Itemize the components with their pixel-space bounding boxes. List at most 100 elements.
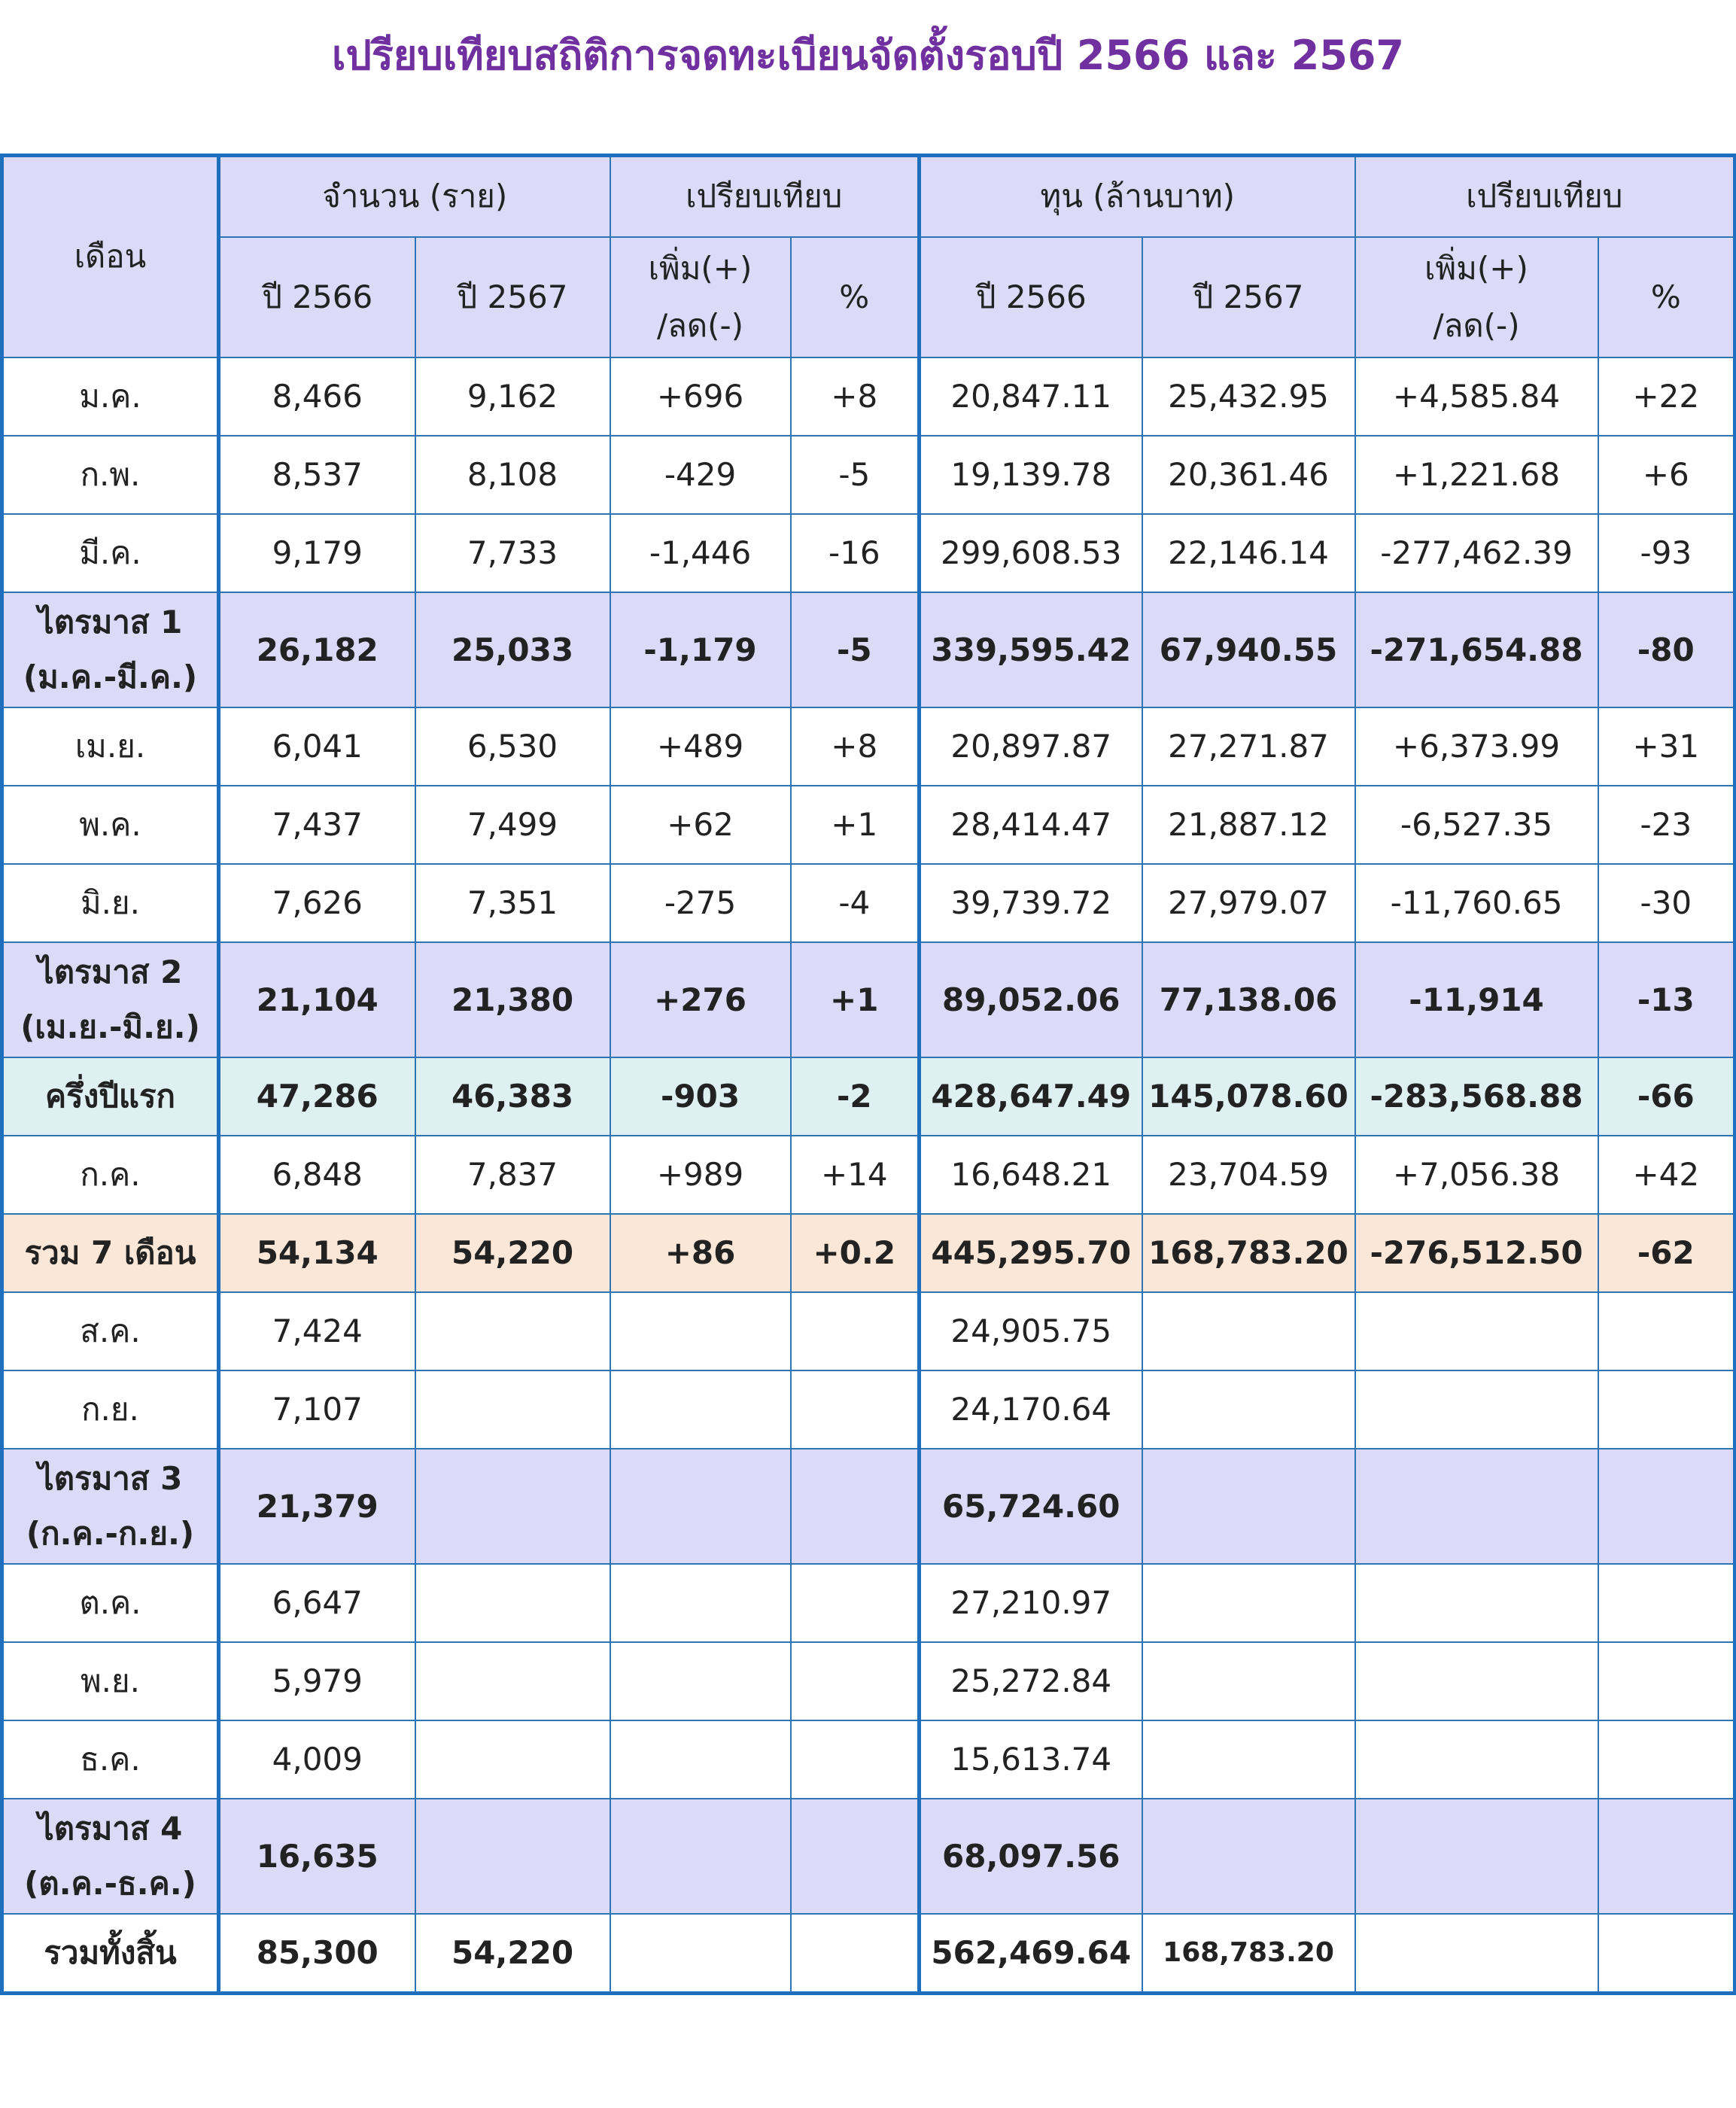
count-2566-cell: 6,041 — [217, 706, 416, 786]
capital-diff-cell: -6,527.35 — [1354, 784, 1599, 865]
capital-2567-cell — [1141, 1641, 1356, 1721]
header-count-compare: เปรียบเทียบ — [609, 154, 922, 238]
capital-2566-cell: 68,097.56 — [918, 1797, 1143, 1915]
count-diff-cell — [609, 1291, 792, 1371]
month-label-line: (เม.ย.-มิ.ย.) — [20, 1008, 200, 1045]
count-diff-cell: -1,179 — [609, 591, 792, 708]
count-pct-cell: +8 — [789, 356, 922, 437]
capital-2567-cell: 21,887.12 — [1141, 784, 1356, 865]
table-row: ธ.ค. 4,009 15,613.74 — [1, 1719, 1736, 1799]
capital-2567-cell: 25,432.95 — [1141, 356, 1356, 437]
capital-2566-cell: 445,295.70 — [918, 1212, 1143, 1293]
capital-diff-cell: -11,914 — [1354, 941, 1599, 1058]
month-label-line: ครึ่งปีแรก — [45, 1077, 175, 1115]
count-diff-cell: +989 — [609, 1134, 792, 1215]
count-pct-cell — [789, 1369, 922, 1449]
month-label-cell: มิ.ย. — [1, 862, 220, 943]
month-label-line: ม.ค. — [79, 377, 141, 415]
capital-diff-cell — [1354, 1291, 1599, 1371]
capital-pct-cell — [1597, 1797, 1736, 1915]
count-2567-cell: 9,162 — [414, 356, 611, 437]
capital-2566-cell: 299,608.53 — [918, 513, 1143, 593]
month-label-line: (ต.ค.-ธ.ค.) — [24, 1865, 196, 1902]
count-pct-cell: +8 — [789, 706, 922, 786]
month-label-cell: ไตรมาส 3 (ก.ค.-ก.ย.) — [1, 1447, 220, 1565]
count-2566-cell: 16,635 — [217, 1797, 416, 1915]
month-label-line: ก.พ. — [80, 455, 141, 493]
header-count-2567: ปี 2567 — [414, 236, 611, 358]
count-pct-cell — [789, 1719, 922, 1799]
capital-pct-cell — [1597, 1562, 1736, 1643]
count-2567-cell: 46,383 — [414, 1056, 611, 1136]
month-label-line: ไตรมาส 4 — [38, 1809, 183, 1847]
capital-diff-cell: -271,654.88 — [1354, 591, 1599, 708]
table-row: ไตรมาส 1 (ม.ค.-มี.ค.) 26,182 25,033 -1,179 -5… — [1, 591, 1736, 708]
table-row: ม.ค. 8,466 9,162 +696 +8 20,847.11 25,432.95 +4… — [1, 356, 1736, 437]
count-diff-cell — [609, 1912, 792, 1994]
count-2566-cell: 21,104 — [217, 941, 416, 1058]
count-diff-cell — [609, 1797, 792, 1915]
count-2567-cell — [414, 1641, 611, 1721]
count-2567-cell — [414, 1797, 611, 1915]
count-diff-cell: -429 — [609, 434, 792, 515]
capital-pct-cell — [1597, 1912, 1736, 1994]
capital-pct-cell: +31 — [1597, 706, 1736, 786]
capital-2567-cell: 168,783.20 — [1141, 1912, 1356, 1994]
header-inc-label: เพิ่ม(+) — [648, 249, 752, 287]
count-pct-cell: +14 — [789, 1134, 922, 1215]
capital-2566-cell: 89,052.06 — [918, 941, 1143, 1058]
capital-2567-cell: 77,138.06 — [1141, 941, 1356, 1058]
capital-pct-cell: -13 — [1597, 941, 1736, 1058]
registration-stats-table: เดือน จำนวน (ราย) เปรียบเทียบ ทุน (ล้านบ… — [0, 154, 1736, 1995]
header-count-group: จำนวน (ราย) — [217, 154, 611, 238]
capital-pct-cell — [1597, 1719, 1736, 1799]
count-diff-cell: +86 — [609, 1212, 792, 1293]
header-month: เดือน — [1, 154, 220, 358]
count-diff-cell — [609, 1447, 792, 1565]
month-label-line: รวมทั้งสิ้น — [44, 1933, 177, 1971]
month-label-cell: ส.ค. — [1, 1291, 220, 1371]
table-row: เม.ย. 6,041 6,530 +489 +8 20,897.87 27,271.87 +… — [1, 706, 1736, 786]
table-row: ก.ย. 7,107 24,170.64 — [1, 1369, 1736, 1449]
count-diff-cell: -903 — [609, 1056, 792, 1136]
count-2566-cell: 6,647 — [217, 1562, 416, 1643]
count-2566-cell: 85,300 — [217, 1912, 416, 1994]
count-diff-cell — [609, 1369, 792, 1449]
count-2567-cell: 7,499 — [414, 784, 611, 865]
capital-2566-cell: 20,897.87 — [918, 706, 1143, 786]
capital-2567-cell: 22,146.14 — [1141, 513, 1356, 593]
count-2566-cell: 8,537 — [217, 434, 416, 515]
month-label-cell: พ.ค. — [1, 784, 220, 865]
capital-2567-cell: 67,940.55 — [1141, 591, 1356, 708]
count-2567-cell — [414, 1447, 611, 1565]
capital-2567-cell — [1141, 1447, 1356, 1565]
count-diff-cell: +276 — [609, 941, 792, 1058]
count-2566-cell: 6,848 — [217, 1134, 416, 1215]
capital-pct-cell: -80 — [1597, 591, 1736, 708]
count-2567-cell: 25,033 — [414, 591, 611, 708]
month-label-line: ไตรมาส 3 — [38, 1459, 183, 1497]
table-row: ครึ่งปีแรก 47,286 46,383 -903 -2 428,647.49 14… — [1, 1056, 1736, 1136]
capital-diff-cell — [1354, 1912, 1599, 1994]
capital-diff-cell — [1354, 1641, 1599, 1721]
month-label-cell: ธ.ค. — [1, 1719, 220, 1799]
month-label-cell: พ.ย. — [1, 1641, 220, 1721]
capital-diff-cell: -11,760.65 — [1354, 862, 1599, 943]
count-2567-cell: 54,220 — [414, 1212, 611, 1293]
capital-pct-cell: +42 — [1597, 1134, 1736, 1215]
capital-2567-cell — [1141, 1562, 1356, 1643]
count-diff-cell: -1,446 — [609, 513, 792, 593]
month-label-line: ธ.ค. — [80, 1740, 141, 1778]
count-pct-cell: -4 — [789, 862, 922, 943]
header-dec-label: /ลด(-) — [656, 306, 744, 344]
capital-diff-cell — [1354, 1562, 1599, 1643]
count-pct-cell: +1 — [789, 784, 922, 865]
capital-diff-cell: +4,585.84 — [1354, 356, 1599, 437]
capital-2567-cell — [1141, 1291, 1356, 1371]
month-label-line: ส.ค. — [80, 1312, 141, 1349]
month-label-cell: มี.ค. — [1, 513, 220, 593]
count-2567-cell — [414, 1369, 611, 1449]
header-capital-group: ทุน (ล้านบาท) — [918, 154, 1356, 238]
month-label-line: มิ.ย. — [81, 884, 140, 921]
table-row: มี.ค. 9,179 7,733 -1,446 -16 299,608.53 22,146… — [1, 513, 1736, 593]
